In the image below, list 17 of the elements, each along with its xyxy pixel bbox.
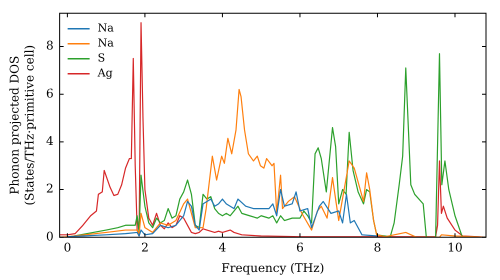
y-tick-label: 4 xyxy=(46,134,54,148)
x-tick-label: 2 xyxy=(141,240,149,255)
y-axis-title: Phonon projected DOS (States/THz·primitive cell) xyxy=(8,44,37,206)
legend-label: Na xyxy=(98,22,114,35)
legend-label: S xyxy=(98,52,106,65)
y-tick-label: 2 xyxy=(46,182,54,196)
x-tick-label: 6 xyxy=(296,240,304,255)
legend-label: Ag xyxy=(96,66,113,80)
legend-label: Na xyxy=(98,36,114,50)
x-tick-label: 4 xyxy=(218,240,227,255)
x-tick-label: 0 xyxy=(64,240,72,255)
y-tick-label: 6 xyxy=(46,86,54,100)
x-axis-title: Frequency (THz) xyxy=(221,260,324,275)
x-tick-label: 8 xyxy=(374,240,382,255)
y-tick-label: 0 xyxy=(46,229,54,244)
x-tick-label: 10 xyxy=(447,240,463,255)
y-tick-label: 8 xyxy=(46,38,54,53)
